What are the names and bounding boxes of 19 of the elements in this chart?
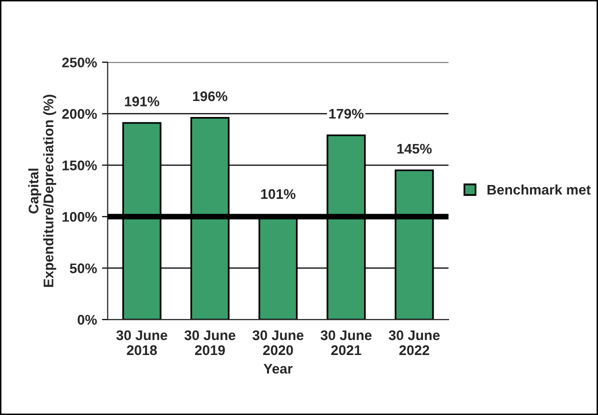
x-tick-label: 30 June 2022 (388, 330, 440, 356)
x-tick-label: 30 June 2020 (252, 330, 304, 356)
data-label: 179% (329, 108, 364, 119)
data-label: 145% (397, 144, 432, 154)
y-tick-label: 0% (78, 314, 97, 325)
y-tick-label: 250% (62, 58, 97, 68)
y-tick-label: 100% (62, 212, 97, 222)
y-axis-title: Capital Expenditure/Depreciation (%) (28, 94, 56, 287)
legend-label: Benchmark met (488, 184, 591, 195)
x-tick-label: 30 June 2019 (184, 330, 236, 356)
data-label: 196% (193, 91, 228, 102)
data-label: 101% (261, 189, 296, 199)
x-tick-label: 30 June 2018 (116, 330, 168, 356)
y-tick-label: 200% (62, 109, 97, 119)
y-tick-label: 50% (70, 263, 97, 274)
y-tick-label: 150% (62, 160, 97, 170)
x-axis-title: Year (264, 364, 293, 374)
data-label: 191% (124, 96, 160, 106)
x-tick-label: 30 June 2021 (320, 330, 372, 356)
